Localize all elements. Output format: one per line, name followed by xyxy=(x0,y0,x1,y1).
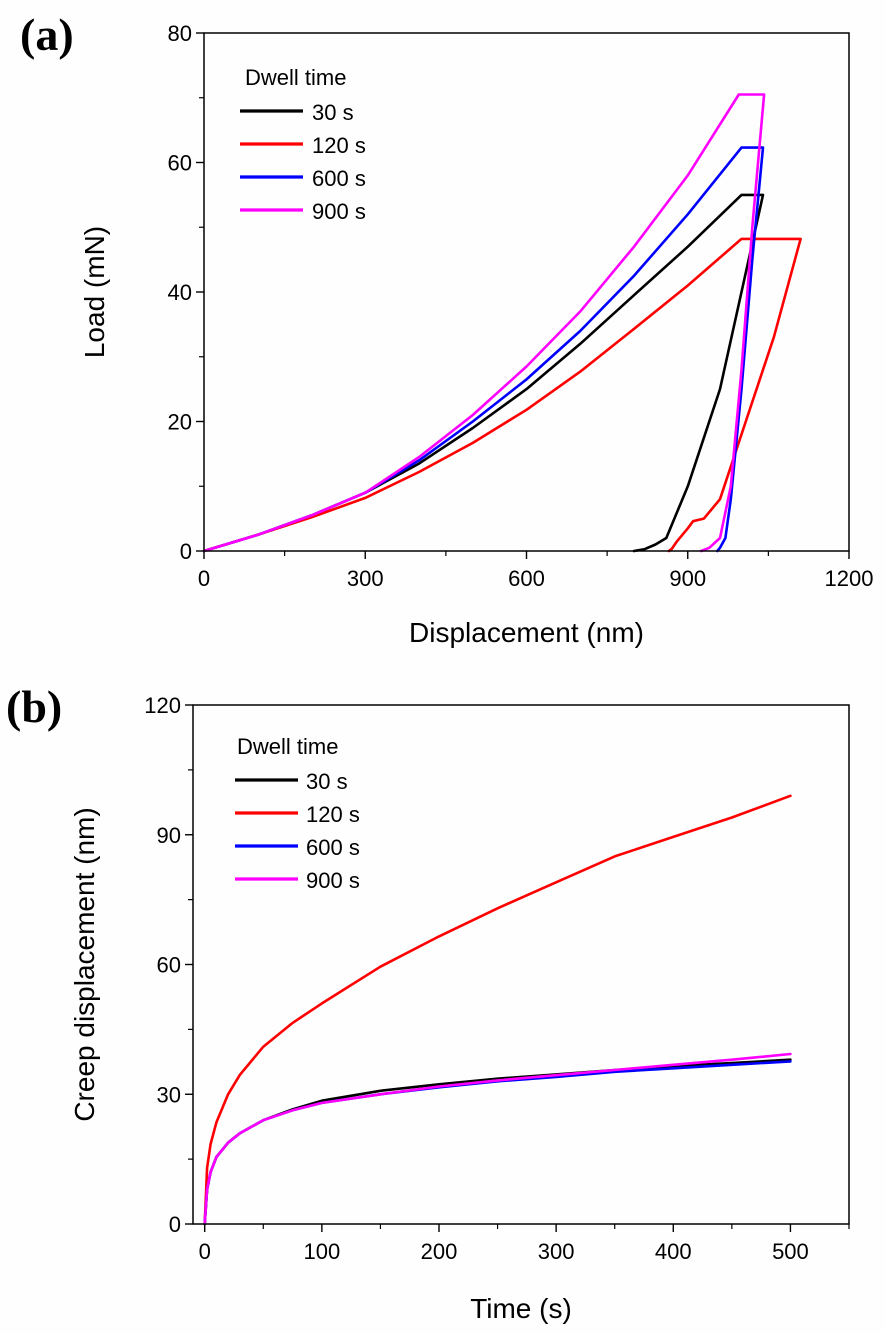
series-line-30s xyxy=(203,1058,792,1226)
x-tick-label: 900 xyxy=(669,566,706,591)
legend-label: 900 s xyxy=(312,199,366,224)
y-axis-title: Load (mN) xyxy=(79,226,110,358)
y-tick-label: 60 xyxy=(168,151,192,176)
x-tick-label: 200 xyxy=(421,1239,458,1264)
y-axis-title: Creep displacement (nm) xyxy=(69,807,100,1121)
x-tick-label: 100 xyxy=(303,1239,340,1264)
x-tick-label: 0 xyxy=(199,1239,211,1264)
series-line-900s xyxy=(202,93,766,553)
y-tick-label: 120 xyxy=(144,693,181,718)
x-tick-label: 0 xyxy=(198,566,210,591)
y-tick-label: 90 xyxy=(157,823,181,848)
legend-label: 30 s xyxy=(306,769,348,794)
series-line-120s xyxy=(203,794,792,1226)
legend-label: 120 s xyxy=(312,133,366,158)
y-tick-label: 20 xyxy=(168,410,192,435)
series-line-30s xyxy=(202,193,765,553)
y-tick-label: 0 xyxy=(169,1212,181,1237)
y-tick-label: 30 xyxy=(157,1082,181,1107)
legend-label: 120 s xyxy=(306,802,360,827)
y-tick-label: 80 xyxy=(168,21,192,46)
y-tick-label: 60 xyxy=(157,953,181,978)
y-tick-label: 40 xyxy=(168,280,192,305)
plot-frame xyxy=(192,704,850,1225)
x-tick-label: 400 xyxy=(655,1239,692,1264)
series-line-600s xyxy=(203,1060,792,1226)
legend: Dwell time 30 s 120 s 600 s 900 s xyxy=(235,734,360,893)
series-line-600s xyxy=(202,146,765,553)
series-lines xyxy=(202,93,802,553)
series-lines xyxy=(203,794,792,1226)
legend-label: 30 s xyxy=(312,100,354,125)
panel-a: (a) 0 300 600 900 1200 0 20 40 60 80 Displacement (… xyxy=(20,9,873,648)
x-tick-label: 1200 xyxy=(825,566,874,591)
y-tick-label: 0 xyxy=(180,539,192,564)
legend-label: 600 s xyxy=(312,166,366,191)
x-tick-label: 300 xyxy=(347,566,384,591)
x-axis-title: Time (s) xyxy=(470,1293,572,1324)
legend-label: 600 s xyxy=(306,835,360,860)
series-line-900s xyxy=(203,1052,792,1226)
panel-label: (a) xyxy=(20,9,74,60)
x-tick-label: 600 xyxy=(508,566,545,591)
x-tick-label: 300 xyxy=(538,1239,575,1264)
legend-label: 900 s xyxy=(306,868,360,893)
panel-b: (b) 0 100 200 300 400 500 0 30 60 90 120 Time (s) Cre… xyxy=(6,681,850,1324)
x-axis-title: Displacement (nm) xyxy=(409,617,644,648)
legend-title: Dwell time xyxy=(237,734,338,759)
legend-title: Dwell time xyxy=(245,65,346,90)
legend: Dwell time 30 s 120 s 600 s 900 s xyxy=(240,65,366,224)
x-tick-label: 500 xyxy=(772,1239,809,1264)
panel-label: (b) xyxy=(6,681,62,732)
series-line-120s xyxy=(202,237,802,553)
